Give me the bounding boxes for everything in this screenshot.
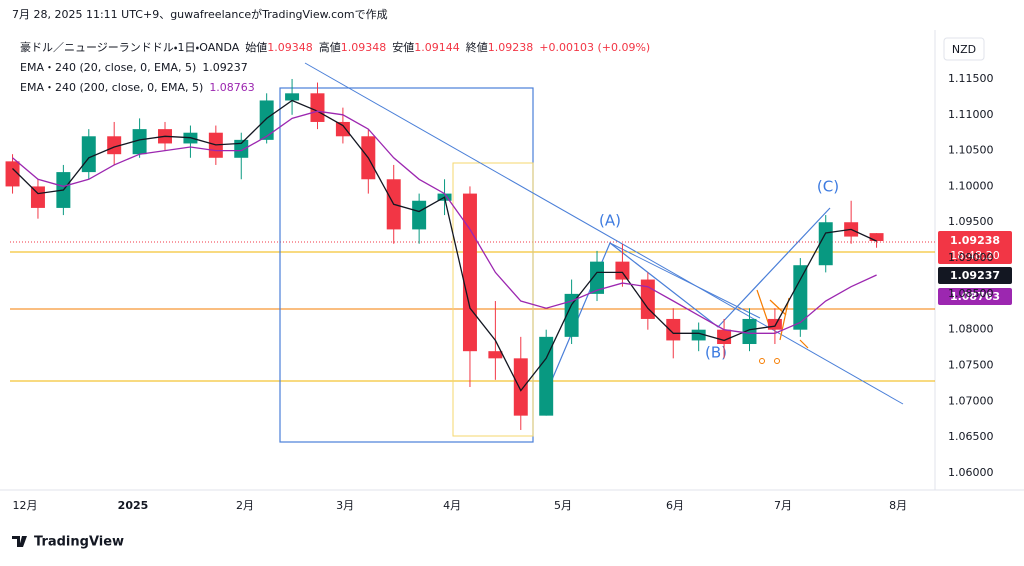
ohlc-label: 安値 — [392, 41, 414, 54]
legend-entry: EMA・240 (200, close, 0, EMA, 5) — [20, 81, 203, 94]
change: +0.00103 (+0.09%) — [539, 41, 650, 54]
y-tick-label: 1.08500 — [948, 287, 994, 300]
y-tick-label: 1.06500 — [948, 430, 994, 443]
candle-body — [717, 329, 732, 345]
wave-label: (A) — [599, 212, 621, 230]
candle-body — [462, 193, 477, 352]
candle-body — [564, 293, 579, 337]
candle-body — [234, 139, 249, 158]
ohlc-value: 1.09144 — [414, 41, 460, 54]
last-price-box — [938, 231, 1012, 264]
candle-body — [513, 358, 528, 416]
ohlc-value: 1.09238 — [488, 41, 534, 54]
wave-label: (C) — [817, 178, 839, 196]
candle-body — [488, 351, 503, 359]
x-tick-label: 6月 — [666, 499, 684, 512]
ohlc-value: 1.09348 — [341, 41, 387, 54]
candle-body — [590, 261, 605, 294]
ema-price: 1.08763 — [950, 290, 1000, 303]
currency-box — [943, 37, 985, 61]
candle-body — [259, 100, 274, 140]
y-tick-label: 1.10500 — [948, 144, 994, 157]
candle-body — [335, 121, 350, 137]
y-tick-label: 1.07000 — [948, 394, 994, 407]
candle-body — [132, 129, 147, 155]
x-tick-label: 8月 — [889, 499, 907, 512]
sketch — [756, 289, 809, 349]
ohlc-label: 終値 — [466, 41, 488, 54]
x-tick-label: 2025 — [118, 499, 149, 512]
last-price: 1.09238 — [950, 234, 1000, 247]
candle-body — [793, 265, 808, 330]
currency: NZD — [952, 43, 976, 56]
created-note: 7月 28, 2025 11:11 UTC+9、guwafreelanceがTr… — [12, 7, 388, 21]
y-tick-label: 1.09500 — [948, 215, 994, 228]
legend-value: 1.08763 — [209, 81, 255, 94]
candle-body — [742, 318, 757, 345]
candle-body — [818, 222, 833, 266]
legend-entry: EMA・240 (20, close, 0, EMA, 5) — [20, 61, 196, 74]
candle-body — [5, 161, 20, 187]
candle-body — [691, 329, 706, 341]
candle-body — [539, 336, 554, 416]
x-tick-label: 2月 — [236, 499, 254, 512]
sketch — [759, 358, 765, 364]
ema-price: 1.09237 — [950, 269, 1000, 282]
ohlc-value: 1.09348 — [267, 41, 313, 54]
y-tick-label: 1.09000 — [948, 251, 994, 264]
y-tick-label: 1.07500 — [948, 359, 994, 372]
candle-body — [81, 136, 96, 173]
candle-body — [310, 93, 325, 122]
trend-line — [304, 62, 904, 405]
ohlc-label: 高値 — [319, 40, 341, 54]
candle-body — [412, 200, 427, 230]
y-tick-label: 1.11000 — [948, 108, 994, 121]
countdown: 18:48:20 — [950, 249, 999, 262]
symbol: 豪ドル／ニュージーランドドル・1日・OANDA — [20, 40, 240, 54]
candle-body — [107, 136, 122, 155]
brand-logo — [12, 536, 27, 547]
brand: TradingView — [34, 535, 124, 550]
x-tick-label: 5月 — [554, 499, 572, 512]
series-legend: EMA・240 (20, close, 0, EMA, 5) 1.09237 — [20, 61, 248, 74]
ema-price-box — [938, 267, 1012, 284]
y-tick-label: 1.08000 — [948, 323, 994, 336]
y-tick-label: 1.10000 — [948, 179, 994, 192]
x-tick-label: 4月 — [443, 499, 461, 512]
y-tick-label: 1.06000 — [948, 466, 994, 479]
candle-body — [285, 93, 300, 101]
range-box — [452, 162, 534, 437]
candle-body — [30, 186, 45, 208]
y-tick-label: 1.11500 — [948, 72, 994, 85]
x-tick-label: 3月 — [336, 499, 354, 512]
x-tick-label: 12月 — [12, 499, 37, 512]
ohlc-label: 始値 — [245, 40, 267, 54]
ema-line — [12, 99, 877, 392]
x-tick-label: 7月 — [774, 499, 792, 512]
symbol-legend: 豪ドル／ニュージーランドドル・1日・OANDA 始値1.09348 高値1.0934… — [20, 40, 650, 54]
legend-value: 1.09237 — [202, 61, 248, 74]
trend-line — [609, 242, 761, 319]
candle-body — [666, 318, 681, 341]
wave-label: (B) — [705, 344, 727, 362]
candle-body — [767, 318, 782, 330]
candle-body — [615, 261, 630, 280]
candle-body — [869, 233, 884, 242]
ema-line — [12, 110, 877, 334]
plot-area — [5, 78, 884, 430]
ema-price-box — [938, 288, 1012, 305]
sketch — [774, 358, 780, 364]
series-legend: EMA・240 (200, close, 0, EMA, 5) 1.08763 — [20, 81, 255, 94]
